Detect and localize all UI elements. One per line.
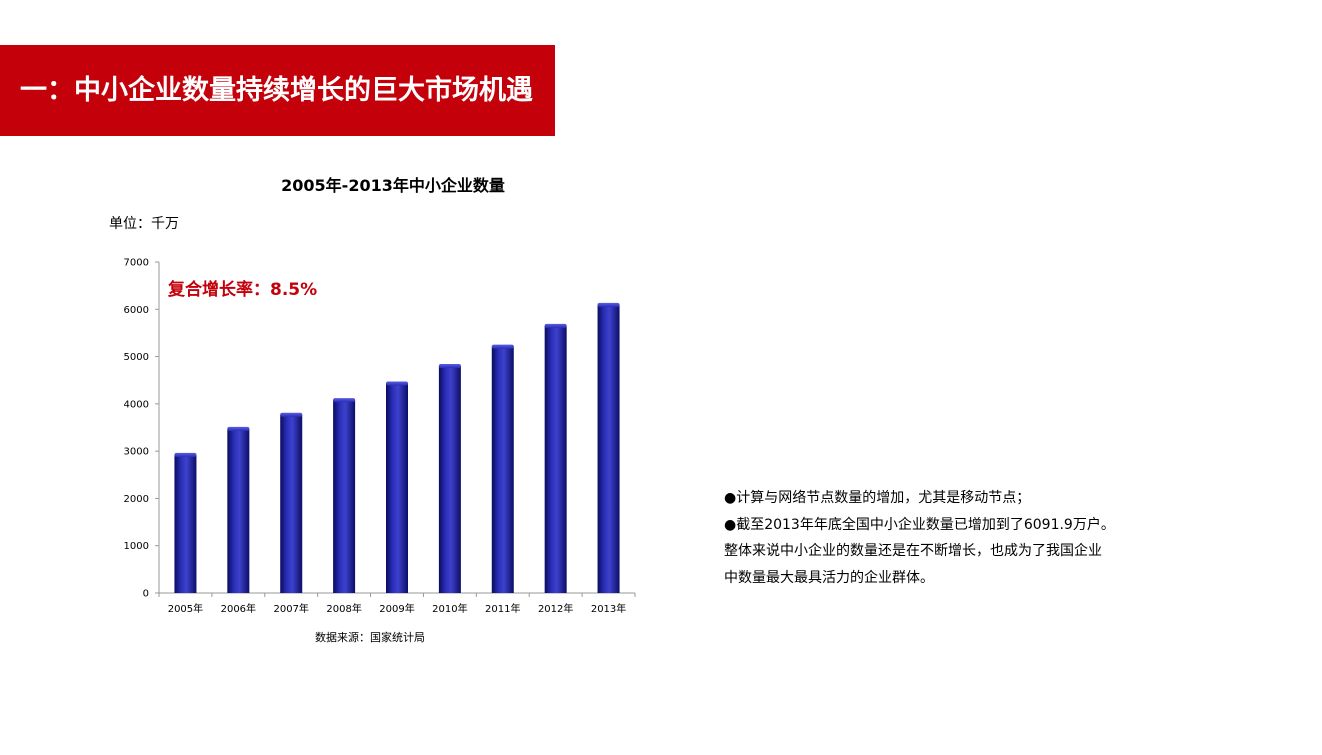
x-tick-label: 2008年 xyxy=(326,602,361,615)
y-tick-label: 1000 xyxy=(124,541,149,552)
x-tick-label: 2009年 xyxy=(379,602,414,615)
y-tick-label: 2000 xyxy=(124,494,149,505)
bar xyxy=(174,454,197,593)
x-tick-label: 2013年 xyxy=(591,602,626,615)
x-tick-label: 2005年 xyxy=(168,602,203,615)
bar-top xyxy=(174,452,197,457)
bar-top xyxy=(491,344,514,349)
bar-group xyxy=(438,364,461,593)
page-title: 一：中小企业数量持续增长的巨大市场机遇 xyxy=(20,75,533,106)
note-line: ●计算与网络节点数量的增加，尤其是移动节点； xyxy=(724,490,1031,506)
y-tick-label: 7000 xyxy=(124,258,149,269)
data-source-label: 数据来源：国家统计局 xyxy=(315,631,425,644)
bar-top xyxy=(544,323,567,328)
y-tick-label: 5000 xyxy=(124,352,149,363)
bar xyxy=(544,325,567,593)
notes-text: ●计算与网络节点数量的增加，尤其是移动节点； ●截至2013年年底全国中小企业数… xyxy=(724,485,1174,591)
bar-top xyxy=(438,364,461,369)
y-tick-label: 6000 xyxy=(124,305,149,316)
header-banner: 一：中小企业数量持续增长的巨大市场机遇 xyxy=(0,45,555,136)
note-line: 中数量最大最具活力的企业群体。 xyxy=(724,569,934,586)
bar-group xyxy=(544,323,567,593)
x-tick-label: 2006年 xyxy=(221,602,256,615)
bar-top xyxy=(280,412,303,417)
y-tick-label: 3000 xyxy=(124,447,149,458)
x-tick-label: 2010年 xyxy=(432,602,467,615)
bar-top xyxy=(227,426,250,431)
y-tick-label: 0 xyxy=(143,589,149,600)
x-tick-label: 2007年 xyxy=(273,602,308,615)
bar-top xyxy=(386,381,408,386)
bar xyxy=(333,400,356,593)
x-tick-label: 2011年 xyxy=(485,602,520,615)
bar xyxy=(438,366,461,593)
chart-title: 2005年-2013年中小企业数量 xyxy=(281,176,505,195)
y-tick-label: 4000 xyxy=(124,399,149,410)
note-line: 整体来说中小企业的数量还是在不断增长，也成为了我国企业 xyxy=(724,543,1102,559)
note-line: ●截至2013年年底全国中小企业数量已增加到了6091.9万户。 xyxy=(724,516,1115,533)
bar xyxy=(386,383,408,593)
bar-group xyxy=(280,412,303,593)
x-tick-label: 2012年 xyxy=(538,602,573,615)
bar xyxy=(227,428,250,593)
bar xyxy=(491,346,514,593)
bar-group xyxy=(174,452,197,593)
bar xyxy=(597,304,620,593)
growth-rate-annotation: 复合增长率：8.5% xyxy=(167,279,317,300)
unit-label: 单位：千万 xyxy=(109,216,179,232)
bar-top xyxy=(597,302,620,307)
bar-group xyxy=(491,344,514,593)
bar-group xyxy=(333,398,356,593)
bar xyxy=(280,414,303,593)
bar-group xyxy=(386,381,408,593)
bar-group xyxy=(227,426,250,593)
bar-top xyxy=(333,398,356,403)
bar-group xyxy=(597,302,620,593)
